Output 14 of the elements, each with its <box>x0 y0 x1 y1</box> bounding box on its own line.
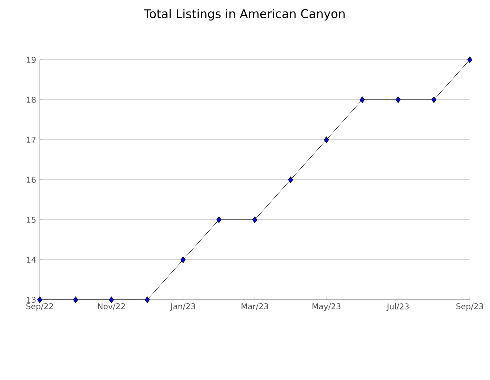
chart-title: Total Listings in American Canyon <box>144 9 345 21</box>
point <box>180 256 186 264</box>
point <box>467 56 473 64</box>
point <box>216 216 222 224</box>
point <box>144 296 150 304</box>
point <box>252 216 258 224</box>
point <box>73 296 78 304</box>
point <box>396 96 401 104</box>
point <box>432 96 437 104</box>
point <box>288 176 294 184</box>
point <box>109 296 114 304</box>
point <box>37 296 43 304</box>
point <box>324 136 330 144</box>
point <box>360 96 366 104</box>
